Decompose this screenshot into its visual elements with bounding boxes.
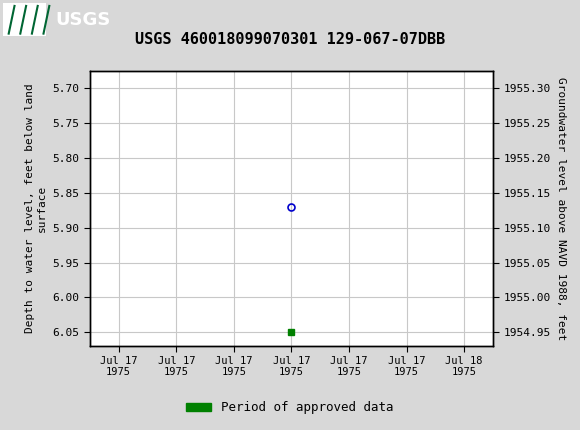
Bar <box>3 3 46 37</box>
Text: USGS 460018099070301 129-067-07DBB: USGS 460018099070301 129-067-07DBB <box>135 32 445 47</box>
Y-axis label: Depth to water level, feet below land
surface: Depth to water level, feet below land su… <box>26 84 47 333</box>
Y-axis label: Groundwater level above NAVD 1988, feet: Groundwater level above NAVD 1988, feet <box>556 77 566 340</box>
Legend: Period of approved data: Period of approved data <box>181 396 399 419</box>
Text: USGS: USGS <box>55 11 110 29</box>
